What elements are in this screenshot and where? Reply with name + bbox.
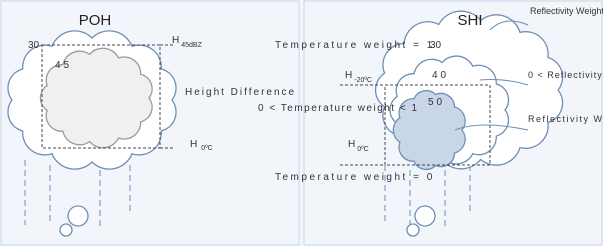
value: 45 xyxy=(55,60,72,71)
label: Temperature weight = 1 xyxy=(275,40,435,51)
h-label: H-20ºC xyxy=(345,70,372,84)
title: POH xyxy=(79,12,112,29)
bubble xyxy=(415,206,435,226)
label: Temperature weight = 0 xyxy=(275,172,435,183)
title: SHI xyxy=(457,12,482,29)
diagram: POH 30 45 H45dBZ Height Difference H0ºC … xyxy=(0,0,603,246)
label: Reflectivity Weight = 0 xyxy=(530,6,603,16)
bubble xyxy=(60,224,72,236)
bubble xyxy=(68,206,88,226)
label: 0 < Temperature weight < 1 xyxy=(258,103,419,114)
value: 40 xyxy=(432,70,449,81)
bubble xyxy=(407,224,419,236)
label: Reflectivity Weight = 1 xyxy=(528,114,603,124)
label: Height Difference xyxy=(185,87,296,98)
value: 50 xyxy=(428,97,445,108)
label: 0 < Reflectivity Weight < 1 xyxy=(528,70,603,80)
value: 30 xyxy=(28,40,40,51)
